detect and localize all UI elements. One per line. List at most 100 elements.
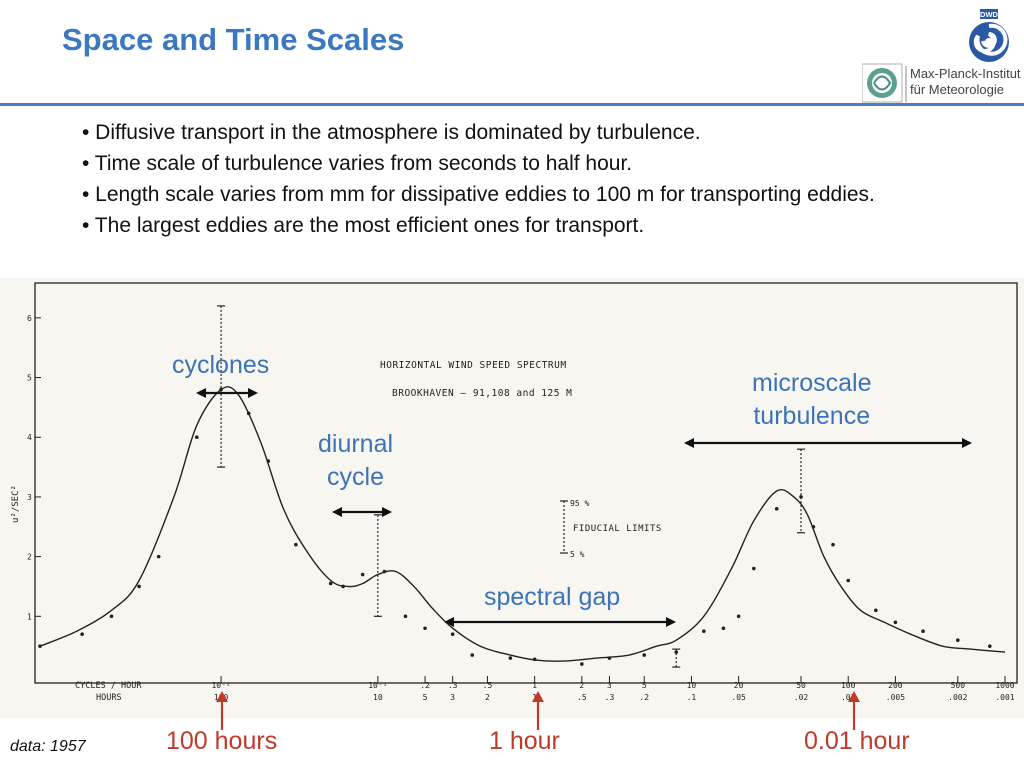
annotation-arrows <box>196 388 972 627</box>
x-tick-label-hours: .005 <box>886 693 905 702</box>
bullet-2: • Time scale of turbulence varies from s… <box>82 152 633 175</box>
fiducial-legend: 95 % FIDUCIAL LIMITS 5 % <box>560 499 662 559</box>
diurnal-arrow-left-head <box>332 507 342 517</box>
x-tick-label-cph: 100 <box>841 681 856 690</box>
mpi-line-1: Max-Planck-Institut <box>910 66 1021 81</box>
x-tick-label-cph: .5 <box>483 681 493 690</box>
data-point <box>831 542 835 547</box>
data-point <box>774 507 779 511</box>
x-tick-label-hours: .01 <box>841 693 856 702</box>
data-point <box>642 653 647 657</box>
x-tick-label-cph: 1000 <box>995 681 1014 690</box>
x-tick-label-hours: .001 <box>995 693 1014 702</box>
spectral-gap-arrow-right-head <box>666 617 676 627</box>
x-tick-label-cph: .3 <box>448 681 458 690</box>
x-axis-label-hours: HOURS <box>96 693 122 703</box>
data-point <box>846 578 851 583</box>
x-tick-label-hours: 10 <box>373 693 383 702</box>
marker-001h-arrow-head <box>848 691 860 702</box>
data-point <box>137 584 141 589</box>
x-tick-label-hours: .002 <box>948 693 967 702</box>
x-tick-label-hours: .2 <box>639 693 649 702</box>
chart-frame <box>34 282 1018 684</box>
diurnal-line-1: diurnal <box>318 430 394 458</box>
data-point <box>382 569 387 574</box>
marker-100-hours: 100 hours <box>166 727 278 755</box>
x-tick-label-cph: 20 <box>734 681 744 690</box>
data-point <box>921 629 925 634</box>
data-point <box>674 650 679 654</box>
data-point <box>811 524 816 529</box>
x-tick-label-hours: 2 <box>485 693 490 702</box>
x-tick-label-cph: 10⁻² <box>211 681 230 690</box>
time-marker-arrows <box>216 691 860 730</box>
data-point <box>956 638 960 642</box>
footnote: data: 1957 <box>10 738 86 755</box>
x-tick-label-hours: 3 <box>450 693 455 702</box>
slide-title: Space and Time Scales <box>62 22 405 57</box>
data-point <box>341 584 345 589</box>
microscale-turbulence-label: microscale turbulence <box>752 367 871 433</box>
microscale-line-2: turbulence <box>753 402 871 430</box>
spectrum-figure <box>0 278 1024 718</box>
chart-subtitle: BROOKHAVEN — 91,108 and 125 M <box>392 388 572 399</box>
cyclones-label: cyclones <box>172 351 270 379</box>
data-point <box>532 657 537 662</box>
x-tick-label-hours: .1 <box>687 693 697 702</box>
data-point <box>470 653 475 657</box>
x-tick-label-hours: 5 <box>423 693 428 702</box>
chart-title: HORIZONTAL WIND SPEED SPECTRUM <box>380 360 567 371</box>
y-axis-label: u²/SEC² <box>11 485 21 523</box>
data-point <box>219 387 223 392</box>
cyclones-arrow-left-head <box>196 388 206 398</box>
fiducial-label: FIDUCIAL LIMITS <box>573 524 662 534</box>
x-tick-label-cph: 10⁻¹ <box>368 681 387 690</box>
data-point <box>423 626 427 631</box>
y-tick-label: 1 <box>27 612 32 621</box>
diurnal-arrow-right-head <box>382 507 392 517</box>
spectrum-chart: 1 2 3 4 5 6 10⁻² 100 10⁻¹ 10 .2 5 .3 3 .5 2 1 1 2 .5 3 .3 5 .2… <box>11 282 1018 703</box>
microscale-line-1: microscale <box>752 369 872 397</box>
data-point <box>328 581 333 586</box>
y-tick-label: 2 <box>27 553 32 562</box>
data-point <box>360 572 365 577</box>
bullet-3: • Length scale varies from mm for dissip… <box>82 183 875 206</box>
data-point <box>38 644 42 648</box>
x-tick-label-cph: 3 <box>607 681 612 690</box>
x-tick-label-hours: .3 <box>605 693 615 702</box>
x-tick-label-cph: 500 <box>951 681 966 690</box>
data-point <box>702 629 706 634</box>
fiducial-lower: 5 % <box>570 550 585 559</box>
y-tick-label: 3 <box>27 493 32 502</box>
data-point <box>450 632 455 637</box>
mpi-line-2: für Meteorologie <box>910 82 1004 97</box>
x-tick-label-hours: .05 <box>731 693 746 702</box>
data-point <box>194 435 199 440</box>
mpi-logo-text: Max-Planck-Institut für Meteorologie <box>910 66 1021 98</box>
data-point <box>736 614 741 619</box>
x-axis-label-cph: CYCLES / HOUR <box>75 681 142 691</box>
data-point <box>721 626 726 631</box>
error-bars <box>217 305 806 668</box>
y-axis: 1 2 3 4 5 6 <box>27 314 41 621</box>
data-point <box>874 608 878 613</box>
microscale-arrow-right-head <box>962 438 972 448</box>
x-tick-label-cph: 200 <box>888 681 903 690</box>
data-point <box>294 542 298 547</box>
data-point <box>752 566 756 571</box>
x-tick-label-cph: 50 <box>796 681 806 690</box>
marker-1-hour: 1 hour <box>489 727 560 755</box>
bullet-list: • Diffusive transport in the atmosphere … <box>82 117 982 241</box>
marker-0-01-hour: 0.01 hour <box>804 727 910 755</box>
y-tick-label: 4 <box>27 433 32 442</box>
data-point <box>988 644 992 648</box>
dwd-logo: DWD <box>969 9 1009 62</box>
cyclones-arrow-right-head <box>248 388 258 398</box>
bullet-4: • The largest eddies are the most effici… <box>82 214 645 237</box>
x-tick-label-cph: 2 <box>579 681 584 690</box>
mpi-logo <box>862 63 907 103</box>
title-rule <box>0 103 1024 106</box>
data-point <box>109 614 114 619</box>
x-tick-label-cph: 5 <box>642 681 647 690</box>
x-tick-label-hours: .02 <box>794 693 809 702</box>
